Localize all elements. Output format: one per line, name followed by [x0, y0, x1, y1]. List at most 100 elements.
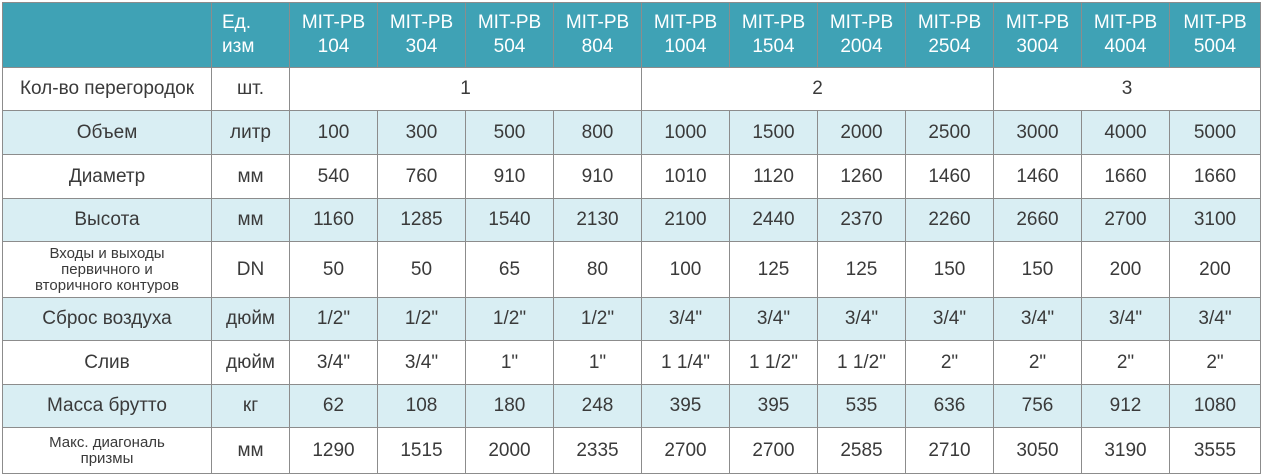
table-cell: 3/4"	[641, 297, 730, 341]
table-cell: 636	[905, 384, 994, 428]
row-height: Высота мм 1160 1285 1540 2130 2100 2440 …	[2, 198, 1261, 242]
header-unit-line2: изм	[222, 36, 255, 57]
model-number: 2504	[928, 36, 971, 57]
model-number: 3004	[1016, 36, 1059, 57]
table-cell: 100	[289, 110, 378, 155]
table-cell: 108	[377, 384, 466, 428]
row-partitions: Кол-во перегородок шт. 1 2 3	[2, 67, 1261, 111]
table-cell: 2130	[553, 198, 642, 242]
row-unit: дюйм	[211, 340, 290, 385]
model-number: 104	[317, 36, 350, 57]
model-number: 4004	[1104, 36, 1147, 57]
table-cell: 180	[465, 384, 554, 428]
table-cell: 3/4"	[817, 297, 906, 341]
row-label: Сброс воздуха	[2, 297, 212, 341]
header-model: MIT-PB 3004	[993, 2, 1082, 68]
table-cell: 150	[905, 241, 994, 298]
table-cell: 3100	[1169, 198, 1261, 242]
row-diameter: Диаметр мм 540 760 910 910 1010 1120 126…	[2, 154, 1261, 199]
row-label: Масса брутто	[2, 384, 212, 428]
row-air-vent: Сброс воздуха дюйм 1/2" 1/2" 1/2" 1/2" 3…	[2, 297, 1261, 341]
table-cell: 3/4"	[377, 340, 466, 385]
header-model: MIT-PB 304	[377, 2, 466, 68]
header-row: Ед. изм MIT-PB 104 MIT-PB 304 MIT-PB 504 MI…	[2, 2, 1261, 68]
header-model: MIT-PB 2004	[817, 2, 906, 68]
header-model: MIT-PB 5004	[1169, 2, 1261, 68]
table-cell: 910	[465, 154, 554, 199]
table-cell: 1540	[465, 198, 554, 242]
header-model: MIT-PB 104	[289, 2, 378, 68]
table-cell: 2000	[465, 427, 554, 474]
model-number: 304	[405, 36, 438, 57]
table-cell: 125	[817, 241, 906, 298]
table-cell: 2335	[553, 427, 642, 474]
table-cell: 300	[377, 110, 466, 155]
table-cell: 1000	[641, 110, 730, 155]
table-cell: 500	[465, 110, 554, 155]
model-number: 804	[581, 36, 614, 57]
table-cell: 1285	[377, 198, 466, 242]
table-cell: 80	[553, 241, 642, 298]
row-label-line: Макс. диагональ	[49, 433, 165, 451]
table-cell: 1660	[1081, 154, 1170, 199]
table-cell: 125	[729, 241, 818, 298]
table-cell: 540	[289, 154, 378, 199]
table-cell: 3/4"	[1081, 297, 1170, 341]
row-unit: DN	[211, 241, 290, 298]
table-cell: 1 1/2"	[817, 340, 906, 385]
model-number: 1004	[664, 36, 707, 57]
row-label-line: Входы и выходы	[49, 244, 165, 262]
table-cell: 756	[993, 384, 1082, 428]
table-cell: 395	[729, 384, 818, 428]
table-cell: 2710	[905, 427, 994, 474]
table-cell: 248	[553, 384, 642, 428]
table-cell: 1/2"	[289, 297, 378, 341]
table-cell: 5000	[1169, 110, 1261, 155]
row-label: Кол-во перегородок	[2, 67, 212, 111]
row-volume: Объем литр 100 300 500 800 1000 1500 200…	[2, 110, 1261, 155]
table-cell: 100	[641, 241, 730, 298]
row-label-line: призмы	[80, 449, 134, 467]
table-cell: 1260	[817, 154, 906, 199]
table-cell: 1/2"	[465, 297, 554, 341]
table-cell: 2"	[1081, 340, 1170, 385]
table-cell: 50	[377, 241, 466, 298]
table-cell: 2440	[729, 198, 818, 242]
table-cell: 1080	[1169, 384, 1261, 428]
table-cell: 1290	[289, 427, 378, 474]
header-model: MIT-PB 804	[553, 2, 642, 68]
table-cell: 2260	[905, 198, 994, 242]
header-corner	[2, 2, 212, 68]
model-series: MIT-PB	[565, 12, 630, 33]
table-cell: 2100	[641, 198, 730, 242]
table-cell: 1/2"	[553, 297, 642, 341]
table-cell: 2"	[993, 340, 1082, 385]
table-cell: 1660	[1169, 154, 1261, 199]
header-model: MIT-PB 2504	[905, 2, 994, 68]
row-unit: дюйм	[211, 297, 290, 341]
table-cell: 4000	[1081, 110, 1170, 155]
table-cell: 3/4"	[905, 297, 994, 341]
partition-group-cell: 2	[641, 67, 994, 111]
row-max-diagonal: Макс. диагональ призмы мм 1290 1515 2000…	[2, 427, 1261, 474]
table-cell: 1 1/2"	[729, 340, 818, 385]
model-series: MIT-PB	[1005, 12, 1070, 33]
row-drain: Слив дюйм 3/4" 3/4" 1" 1" 1 1/4" 1 1/2" …	[2, 340, 1261, 385]
table-cell: 1460	[905, 154, 994, 199]
table-cell: 1"	[553, 340, 642, 385]
table-cell: 800	[553, 110, 642, 155]
table-cell: 2"	[905, 340, 994, 385]
partition-group-cell: 1	[289, 67, 642, 111]
header-model: MIT-PB 4004	[1081, 2, 1170, 68]
table-cell: 150	[993, 241, 1082, 298]
table-cell: 395	[641, 384, 730, 428]
table-cell: 1010	[641, 154, 730, 199]
row-inlets-outlets: Входы и выходы первичного и вторичного к…	[2, 241, 1261, 298]
row-gross-mass: Масса брутто кг 62 108 180 248 395 395 5…	[2, 384, 1261, 428]
table-cell: 535	[817, 384, 906, 428]
table-cell: 1500	[729, 110, 818, 155]
table-cell: 65	[465, 241, 554, 298]
table-cell: 1/2"	[377, 297, 466, 341]
table-cell: 910	[553, 154, 642, 199]
model-number: 504	[493, 36, 526, 57]
